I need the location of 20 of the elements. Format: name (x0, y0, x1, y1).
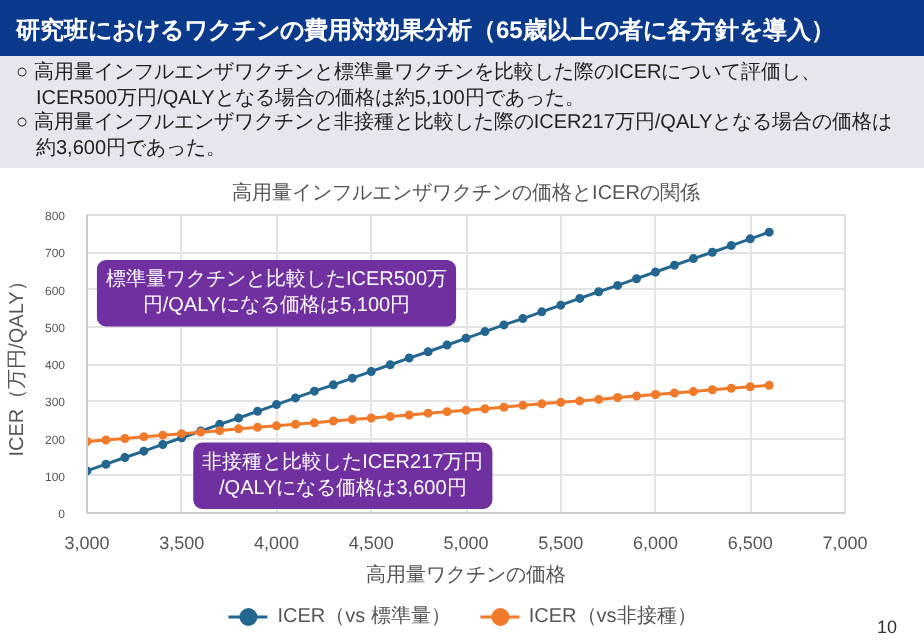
x-axis-title: 高用量ワクチンの価格 (366, 563, 566, 587)
annotation: 標準量ワクチンと比較したICER500万円/QALYになる価格は5,100円 (105, 267, 448, 318)
chart-title: 研究班におけるワクチンの費用対効果分析（65歳以上の者に各方針を導入） (0, 0, 924, 62)
chart-subtitle: 高用量インフルエンザワクチンの価格とICERの関係 (232, 181, 700, 205)
legend-label: ICER（vs 標準量） (277, 603, 451, 630)
x-tick-label: 6,000 (632, 533, 679, 553)
x-tick-label: 7,000 (822, 533, 868, 553)
y-axis-title: ICER（万円/QALY） (6, 271, 29, 457)
x-tick-label: 3,500 (159, 533, 205, 553)
text: ○ 高用量インフルエンザワクチンと非接種と比較した際のICER217万円/QALYとなる場合の価格は約3,600円であった。 (16, 112, 895, 162)
x-tick-label: 5,000 (443, 533, 489, 553)
x-tick-label: 6,500 (727, 533, 773, 553)
text: 10 (876, 617, 898, 637)
x-tick-label: 3,000 (64, 533, 110, 553)
annotation: 非接種と比較したICER217万円/QALYになる価格は3,600円 (202, 449, 484, 500)
x-tick-label: 5,500 (538, 533, 584, 553)
text: ○ 高用量インフルエンザワクチンと標準量ワクチンを比較した際のICERについて評価し、 ICER500万円/QALYとなる場合の価格は約5,100円であった。 (16, 62, 824, 111)
x-tick-label: 4,000 (253, 533, 300, 553)
x-tick-label: 4,500 (348, 533, 394, 553)
legend-label: ICER（vs非接種） (528, 603, 697, 630)
